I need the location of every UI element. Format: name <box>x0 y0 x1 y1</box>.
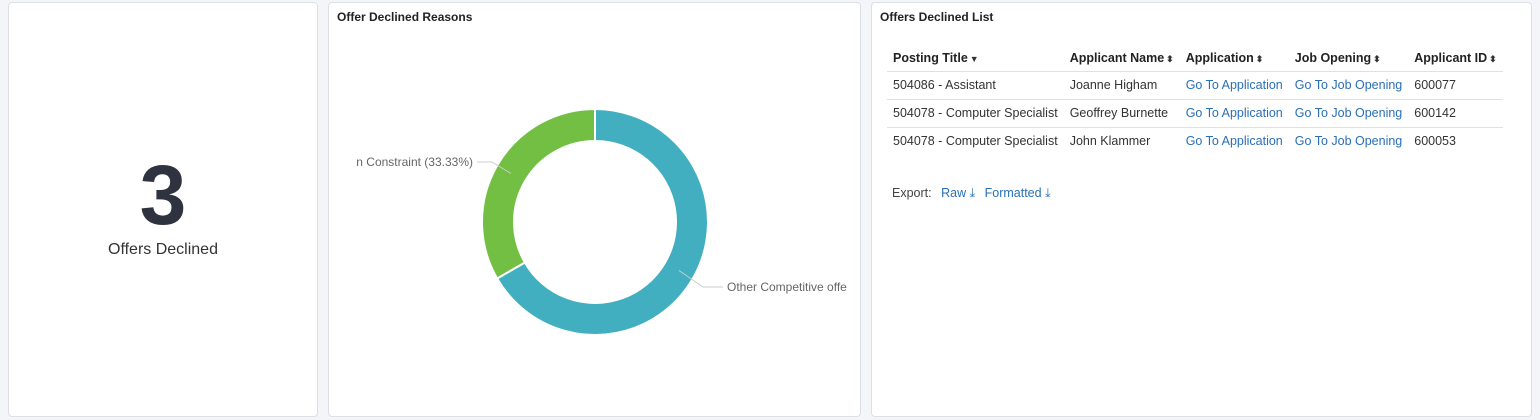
export-raw-link[interactable]: Raw ⤓ <box>941 186 975 200</box>
table-cell: John Klammer <box>1069 134 1151 149</box>
offers-declined-list-panel: Offers Declined List Posting Title ▼ Appli… <box>871 2 1532 417</box>
sort-icon[interactable]: ⬍ <box>1166 53 1174 64</box>
table-cell: Go To Application <box>1180 127 1289 155</box>
table-cell: Go To Application <box>1179 99 1289 128</box>
table-cell: 600077 <box>1408 71 1503 100</box>
column-label: Applicant ID <box>1414 50 1488 65</box>
donut-chart: Other Competitive offe n Constraint (33.3… <box>356 107 847 336</box>
chart-title: Offer Declined Reasons <box>337 10 473 24</box>
sort-icon[interactable]: ⬍ <box>1255 53 1264 64</box>
column-header[interactable]: Applicant ID ⬍ <box>1408 45 1503 72</box>
table-row: 504086 - Assistant Joanne Higham Go To App… <box>887 71 1503 100</box>
go-to-job-opening-link[interactable]: Go To Job Opening <box>1294 134 1403 149</box>
go-to-job-opening-link[interactable]: Go To Job Opening <box>1294 78 1403 92</box>
chart-panel: Offer Declined Reasons Other Competitive… <box>328 2 861 417</box>
export-bar: Export: Raw ⤓ Formatted ⤓ <box>892 186 1051 201</box>
table-cell: 504086 - Assistant <box>887 71 1064 100</box>
leader-line <box>477 161 512 174</box>
table-cell: Go To Job Opening <box>1289 127 1408 155</box>
table-cell: Geoffrey Burnette <box>1063 99 1180 128</box>
slice-label: Other Competitive offe <box>727 280 847 294</box>
go-to-application-link[interactable]: Go To Application <box>1185 134 1283 149</box>
table-cell: Go To Job Opening <box>1288 71 1409 100</box>
table-cell: 504078 - Computer Specialist <box>887 99 1064 128</box>
column-header[interactable]: Posting Title ▼ <box>887 45 1064 72</box>
column-header[interactable]: Application ⬍ <box>1179 45 1289 72</box>
table-row: 504078 - Computer Specialist John Klammer… <box>887 127 1503 155</box>
leader-line <box>678 270 723 288</box>
column-label: Application <box>1185 50 1254 65</box>
table-cell: 600053 <box>1414 134 1456 149</box>
table-row: 504078 - Computer Specialist Geoffrey Bur… <box>887 99 1503 128</box>
donut-slice[interactable] <box>495 107 709 336</box>
column-header[interactable]: Job Opening ⬍ <box>1288 45 1409 72</box>
column-header[interactable]: Applicant Name ⬍ <box>1063 45 1180 72</box>
go-to-application-link[interactable]: Go To Application <box>1185 78 1283 92</box>
download-icon: ⤓ <box>1045 186 1051 200</box>
sort-icon[interactable]: ⬍ <box>1489 53 1497 64</box>
table-cell: 600142 <box>1408 99 1503 128</box>
donut-slice[interactable] <box>481 107 596 280</box>
download-icon: ⤓ <box>969 186 976 200</box>
table-cell: 504078 - Computer Specialist <box>893 134 1058 149</box>
export-formatted-label: Formatted <box>984 186 1042 200</box>
export-label: Export: <box>892 186 932 200</box>
list-title: Offers Declined List <box>880 10 994 24</box>
table-cell: Go To Application <box>1179 71 1289 100</box>
table-cell: Go To Job Opening <box>1288 99 1409 128</box>
sort-icon[interactable]: ⬍ <box>1373 53 1381 64</box>
kpi-label: Offers Declined <box>108 241 218 258</box>
offers-table: Posting Title ▼ Applicant Name ⬍ Application… <box>887 45 1503 155</box>
kpi-value: 3 <box>139 148 187 242</box>
column-label: Applicant Name <box>1069 50 1165 65</box>
go-to-application-link[interactable]: Go To Application <box>1185 106 1283 120</box>
sort-icon[interactable]: ▼ <box>969 53 979 64</box>
go-to-job-opening-link[interactable]: Go To Job Opening <box>1294 106 1403 120</box>
slice-label: n Constraint (33.33%) <box>356 155 473 169</box>
table-cell: Joanne Higham <box>1063 71 1180 100</box>
kpi-panel: 3 Offers Declined <box>8 2 318 417</box>
column-label: Job Opening <box>1294 50 1372 65</box>
export-formatted-link[interactable]: Formatted ⤓ <box>985 186 1051 200</box>
export-raw-label: Raw <box>941 186 967 200</box>
column-label: Posting Title <box>893 50 968 65</box>
